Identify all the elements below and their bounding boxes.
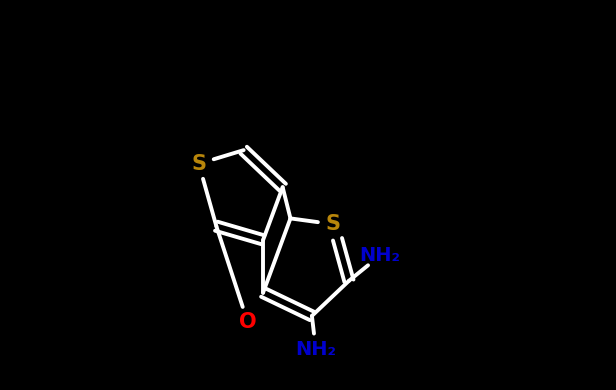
Text: O: O xyxy=(239,312,256,332)
Text: NH₂: NH₂ xyxy=(295,340,336,358)
Text: S: S xyxy=(326,214,341,234)
Text: S: S xyxy=(192,154,206,174)
Text: NH₂: NH₂ xyxy=(360,246,400,265)
